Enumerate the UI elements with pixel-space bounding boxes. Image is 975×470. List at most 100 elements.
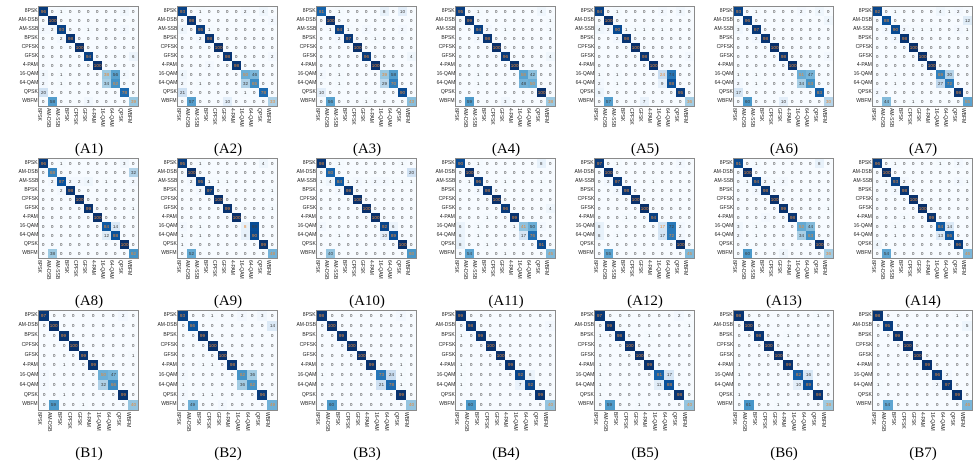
matrix-cell: 0 bbox=[407, 204, 416, 213]
matrix-cell: 0 bbox=[761, 7, 770, 16]
matrix-cell-value: 0 bbox=[688, 205, 691, 211]
matrix-cell: 0 bbox=[882, 240, 891, 249]
matrix-cell: 1 bbox=[474, 70, 483, 79]
matrix-cell-value: 0 bbox=[499, 342, 502, 348]
x-tick-label-text: GFSK bbox=[359, 108, 365, 122]
matrix-cell: 0 bbox=[595, 213, 604, 222]
matrix-cell: 0 bbox=[39, 240, 48, 249]
matrix-cell: 12 bbox=[963, 16, 972, 25]
matrix-cell-value: 0 bbox=[528, 342, 532, 348]
matrix-cell-value: 0 bbox=[201, 402, 205, 408]
matrix-cell-value: 1 bbox=[244, 89, 247, 95]
matrix-cell-value: 0 bbox=[42, 223, 45, 229]
x-tick-label-text: AM-DSB bbox=[184, 260, 190, 280]
matrix-cell-value: 0 bbox=[504, 8, 507, 14]
matrix-cell-value: 0 bbox=[661, 178, 664, 184]
matrix-cell-value: 0 bbox=[191, 392, 195, 398]
matrix-cell-value: 0 bbox=[625, 8, 628, 14]
matrix-cell-value: 0 bbox=[957, 71, 960, 77]
matrix-cell: 0 bbox=[465, 370, 476, 381]
matrix-cell-value: 0 bbox=[62, 322, 66, 329]
y-tick-label: QPSK bbox=[139, 389, 177, 399]
matrix-cell: 0 bbox=[120, 222, 129, 231]
matrix-cell: 0 bbox=[667, 195, 676, 204]
matrix-cell-value: 0 bbox=[123, 62, 126, 68]
matrix-cell-value: 0 bbox=[356, 62, 359, 68]
matrix-cell: 0 bbox=[205, 222, 214, 231]
matrix-cell-value: 0 bbox=[374, 80, 377, 86]
matrix-cell-value: 0 bbox=[338, 44, 341, 50]
matrix-cell: 0 bbox=[362, 79, 371, 88]
plot-area: 8PSK AM-DSB AM-SSB BPSK CPFSK GFSK 4-PAM 16-QAM… bbox=[834, 6, 973, 107]
x-axis-tick-labels: 8PSK AM-DSB AM-SSB BPSK CPFSK GFSK 4-PAM 16-QAM… bbox=[36, 107, 138, 141]
matrix-cell-value: 0 bbox=[634, 187, 637, 193]
matrix-cell: 1 bbox=[474, 79, 483, 88]
matrix-cell: 0 bbox=[205, 43, 214, 52]
matrix-cell: 14 bbox=[945, 222, 954, 231]
x-tick-label-text: BPSK bbox=[897, 108, 903, 122]
matrix-cell: 100 bbox=[120, 240, 129, 249]
matrix-cell-value: 7 bbox=[643, 98, 646, 104]
matrix-cell-value: 0 bbox=[96, 98, 99, 104]
heatmap-grid: 99 0 0 0 0 0 0 0 0 0 0 98 0 0 0 0 0 0 0 2 1 0 99 0 0 0 0 0 0 0 0 0 0 100 0… bbox=[455, 310, 556, 411]
matrix-cell: 0 bbox=[84, 168, 93, 177]
matrix-cell: 0 bbox=[788, 168, 797, 177]
matrix-cell: 0 bbox=[88, 330, 99, 341]
matrix-cell: 0 bbox=[250, 204, 259, 213]
matrix-cell: 0 bbox=[631, 177, 640, 186]
matrix-cell-value: 0 bbox=[330, 382, 334, 388]
matrix-cell-value: 0 bbox=[540, 205, 543, 211]
matrix-cell: 0 bbox=[475, 380, 486, 391]
matrix-cell: 0 bbox=[187, 61, 196, 70]
matrix-cell: 1 bbox=[752, 79, 761, 88]
matrix-cell: 0 bbox=[217, 380, 228, 391]
matrix-cell-value: 97 bbox=[753, 26, 760, 32]
matrix-cell: 1 bbox=[268, 186, 277, 195]
matrix-cell-value: 0 bbox=[468, 26, 471, 32]
matrix-cell-value: 0 bbox=[930, 241, 933, 247]
matrix-cell: 0 bbox=[120, 52, 129, 61]
matrix-cell: 0 bbox=[93, 249, 102, 258]
matrix-cell-value: 1 bbox=[894, 160, 897, 166]
matrix-cell-value: 0 bbox=[190, 62, 193, 68]
matrix-cell-value: 0 bbox=[885, 80, 888, 86]
matrix-cell-value: 0 bbox=[131, 342, 135, 348]
matrix-cell: 0 bbox=[389, 249, 398, 258]
matrix-cell-value: 0 bbox=[643, 71, 646, 77]
matrix-cell-value: 0 bbox=[51, 80, 54, 86]
matrix-cell-value: 0 bbox=[468, 160, 471, 166]
matrix-cell-value: 0 bbox=[479, 342, 483, 348]
matrix-cell: 0 bbox=[120, 79, 129, 88]
matrix-cell-value: 59 bbox=[51, 402, 57, 408]
matrix-cell-value: 0 bbox=[226, 187, 229, 193]
matrix-cell: 0 bbox=[510, 177, 519, 186]
matrix-cell: 0 bbox=[353, 240, 362, 249]
matrix-cell-value: 72 bbox=[668, 232, 675, 238]
y-tick-label-text: QPSK bbox=[302, 391, 316, 397]
matrix-cell: 0 bbox=[250, 52, 259, 61]
matrix-cell-value: 32 bbox=[242, 80, 249, 86]
matrix-cell: 0 bbox=[456, 177, 465, 186]
matrix-cell: 0 bbox=[510, 97, 519, 106]
matrix-cell: 0 bbox=[546, 222, 555, 231]
matrix-cell-value: 0 bbox=[549, 196, 552, 202]
matrix-cell-value: 0 bbox=[78, 98, 81, 104]
x-tick-label: WBFM bbox=[403, 411, 416, 445]
matrix-cell-value: 0 bbox=[72, 392, 75, 398]
matrix-cell: 0 bbox=[483, 168, 492, 177]
matrix-cell: 0 bbox=[386, 340, 397, 351]
matrix-cell: 0 bbox=[259, 231, 268, 240]
matrix-cell: 2 bbox=[353, 177, 362, 186]
matrix-cell-value: 0 bbox=[504, 241, 507, 247]
matrix-cell-value: 1 bbox=[201, 362, 205, 368]
matrix-cell-value: 0 bbox=[350, 332, 353, 339]
y-tick-label-text: AM-DSB bbox=[852, 168, 872, 175]
matrix-cell: 100 bbox=[93, 213, 102, 222]
matrix-cell: 0 bbox=[528, 52, 537, 61]
matrix-cell: 0 bbox=[936, 249, 945, 258]
matrix-cell-value: 0 bbox=[87, 17, 90, 23]
y-tick-label: 8PSK bbox=[0, 310, 38, 320]
matrix-cell: 0 bbox=[613, 16, 622, 25]
matrix-cell-value: 0 bbox=[912, 169, 915, 175]
matrix-cell: 0 bbox=[84, 186, 93, 195]
